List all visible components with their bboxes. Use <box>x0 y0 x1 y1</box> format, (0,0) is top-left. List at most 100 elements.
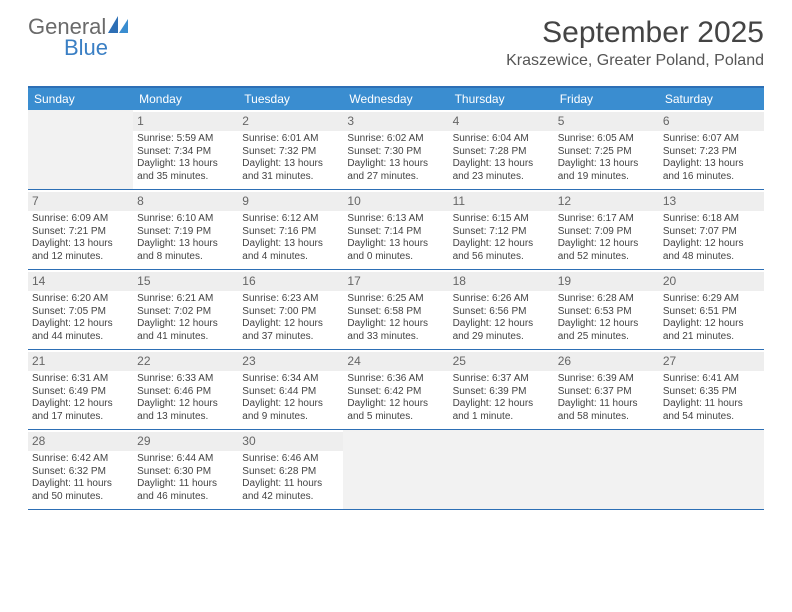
daylight-line: Daylight: 12 hours and 48 minutes. <box>663 238 760 263</box>
sunset-line: Sunset: 6:30 PM <box>137 466 234 479</box>
calendar-cell: 24Sunrise: 6:36 AMSunset: 6:42 PMDayligh… <box>343 350 448 429</box>
calendar-cell-empty <box>659 430 764 509</box>
sunrise-line: Sunrise: 6:26 AM <box>453 293 550 306</box>
day-number: 5 <box>554 112 659 131</box>
day-number: 21 <box>28 352 133 371</box>
sunset-line: Sunset: 6:37 PM <box>558 386 655 399</box>
calendar-week-row: 21Sunrise: 6:31 AMSunset: 6:49 PMDayligh… <box>28 350 764 430</box>
daylight-line: Daylight: 12 hours and 17 minutes. <box>32 398 129 423</box>
calendar-cell-empty <box>28 110 133 189</box>
day-number: 16 <box>238 272 343 291</box>
brand-word-2: Blue <box>64 37 130 59</box>
calendar-cell: 8Sunrise: 6:10 AMSunset: 7:19 PMDaylight… <box>133 190 238 269</box>
sunset-line: Sunset: 6:56 PM <box>453 306 550 319</box>
day-number: 28 <box>28 432 133 451</box>
sunrise-line: Sunrise: 6:23 AM <box>242 293 339 306</box>
weekday-header: Thursday <box>449 88 554 110</box>
calendar-cell: 6Sunrise: 6:07 AMSunset: 7:23 PMDaylight… <box>659 110 764 189</box>
sunrise-line: Sunrise: 6:31 AM <box>32 373 129 386</box>
sunrise-line: Sunrise: 6:05 AM <box>558 133 655 146</box>
calendar-cell: 20Sunrise: 6:29 AMSunset: 6:51 PMDayligh… <box>659 270 764 349</box>
calendar-body: 1Sunrise: 5:59 AMSunset: 7:34 PMDaylight… <box>28 110 764 510</box>
day-number: 19 <box>554 272 659 291</box>
calendar-cell: 5Sunrise: 6:05 AMSunset: 7:25 PMDaylight… <box>554 110 659 189</box>
sunset-line: Sunset: 7:28 PM <box>453 146 550 159</box>
sunset-line: Sunset: 7:09 PM <box>558 226 655 239</box>
brand-logo: General Blue <box>28 16 130 59</box>
weekday-header: Sunday <box>28 88 133 110</box>
calendar-cell: 16Sunrise: 6:23 AMSunset: 7:00 PMDayligh… <box>238 270 343 349</box>
calendar-cell: 14Sunrise: 6:20 AMSunset: 7:05 PMDayligh… <box>28 270 133 349</box>
daylight-line: Daylight: 13 hours and 23 minutes. <box>453 158 550 183</box>
calendar-cell: 13Sunrise: 6:18 AMSunset: 7:07 PMDayligh… <box>659 190 764 269</box>
title-block: September 2025 Kraszewice, Greater Polan… <box>506 16 764 70</box>
sunrise-line: Sunrise: 6:34 AM <box>242 373 339 386</box>
day-number: 25 <box>449 352 554 371</box>
day-number: 2 <box>238 112 343 131</box>
daylight-line: Daylight: 12 hours and 29 minutes. <box>453 318 550 343</box>
calendar-cell: 10Sunrise: 6:13 AMSunset: 7:14 PMDayligh… <box>343 190 448 269</box>
calendar-week-row: 28Sunrise: 6:42 AMSunset: 6:32 PMDayligh… <box>28 430 764 510</box>
calendar-cell: 17Sunrise: 6:25 AMSunset: 6:58 PMDayligh… <box>343 270 448 349</box>
calendar-cell: 4 Sunrise: 6:04 AMSunset: 7:28 PMDaylight… <box>449 110 554 189</box>
sunset-line: Sunset: 6:49 PM <box>32 386 129 399</box>
sunrise-line: Sunrise: 6:21 AM <box>137 293 234 306</box>
daylight-line: Daylight: 12 hours and 41 minutes. <box>137 318 234 343</box>
daylight-line: Daylight: 11 hours and 50 minutes. <box>32 478 129 503</box>
sunset-line: Sunset: 7:00 PM <box>242 306 339 319</box>
day-number: 29 <box>133 432 238 451</box>
daylight-line: Daylight: 12 hours and 21 minutes. <box>663 318 760 343</box>
sunrise-line: Sunrise: 6:04 AM <box>453 133 550 146</box>
day-number: 26 <box>554 352 659 371</box>
daylight-line: Daylight: 12 hours and 25 minutes. <box>558 318 655 343</box>
calendar-cell: 15Sunrise: 6:21 AMSunset: 7:02 PMDayligh… <box>133 270 238 349</box>
sunrise-line: Sunrise: 6:28 AM <box>558 293 655 306</box>
day-number: 14 <box>28 272 133 291</box>
page-header: General Blue September 2025 Kraszewice, … <box>0 0 792 78</box>
daylight-line: Daylight: 12 hours and 44 minutes. <box>32 318 129 343</box>
sunrise-line: Sunrise: 6:36 AM <box>347 373 444 386</box>
sunrise-line: Sunrise: 6:29 AM <box>663 293 760 306</box>
weekday-header-row: SundayMondayTuesdayWednesdayThursdayFrid… <box>28 88 764 110</box>
weekday-header: Friday <box>554 88 659 110</box>
sunrise-line: Sunrise: 6:15 AM <box>453 213 550 226</box>
calendar-cell: 22Sunrise: 6:33 AMSunset: 6:46 PMDayligh… <box>133 350 238 429</box>
sunset-line: Sunset: 7:07 PM <box>663 226 760 239</box>
daylight-line: Daylight: 13 hours and 27 minutes. <box>347 158 444 183</box>
sunrise-line: Sunrise: 6:02 AM <box>347 133 444 146</box>
day-number: 13 <box>659 192 764 211</box>
calendar-cell: 30Sunrise: 6:46 AMSunset: 6:28 PMDayligh… <box>238 430 343 509</box>
sunrise-line: Sunrise: 6:10 AM <box>137 213 234 226</box>
sunset-line: Sunset: 6:58 PM <box>347 306 444 319</box>
sunset-line: Sunset: 7:19 PM <box>137 226 234 239</box>
weekday-header: Tuesday <box>238 88 343 110</box>
calendar-cell-empty <box>343 430 448 509</box>
daylight-line: Daylight: 12 hours and 1 minute. <box>453 398 550 423</box>
daylight-line: Daylight: 13 hours and 19 minutes. <box>558 158 655 183</box>
sunrise-line: Sunrise: 6:42 AM <box>32 453 129 466</box>
calendar-cell: 7Sunrise: 6:09 AMSunset: 7:21 PMDaylight… <box>28 190 133 269</box>
day-number: 4 <box>449 112 554 131</box>
calendar-cell: 19Sunrise: 6:28 AMSunset: 6:53 PMDayligh… <box>554 270 659 349</box>
logo-sail-icon <box>108 16 130 39</box>
weekday-header: Monday <box>133 88 238 110</box>
daylight-line: Daylight: 13 hours and 31 minutes. <box>242 158 339 183</box>
month-title: September 2025 <box>506 16 764 50</box>
calendar-cell: 28Sunrise: 6:42 AMSunset: 6:32 PMDayligh… <box>28 430 133 509</box>
day-number: 30 <box>238 432 343 451</box>
daylight-line: Daylight: 11 hours and 58 minutes. <box>558 398 655 423</box>
sunrise-line: Sunrise: 6:39 AM <box>558 373 655 386</box>
weekday-header: Wednesday <box>343 88 448 110</box>
calendar-week-row: 1Sunrise: 5:59 AMSunset: 7:34 PMDaylight… <box>28 110 764 190</box>
sunrise-line: Sunrise: 6:01 AM <box>242 133 339 146</box>
sunset-line: Sunset: 7:23 PM <box>663 146 760 159</box>
day-number: 11 <box>449 192 554 211</box>
daylight-line: Daylight: 12 hours and 33 minutes. <box>347 318 444 343</box>
sunset-line: Sunset: 7:02 PM <box>137 306 234 319</box>
sunset-line: Sunset: 6:44 PM <box>242 386 339 399</box>
daylight-line: Daylight: 13 hours and 35 minutes. <box>137 158 234 183</box>
day-number: 27 <box>659 352 764 371</box>
daylight-line: Daylight: 13 hours and 0 minutes. <box>347 238 444 263</box>
day-number: 6 <box>659 112 764 131</box>
sunrise-line: Sunrise: 6:13 AM <box>347 213 444 226</box>
